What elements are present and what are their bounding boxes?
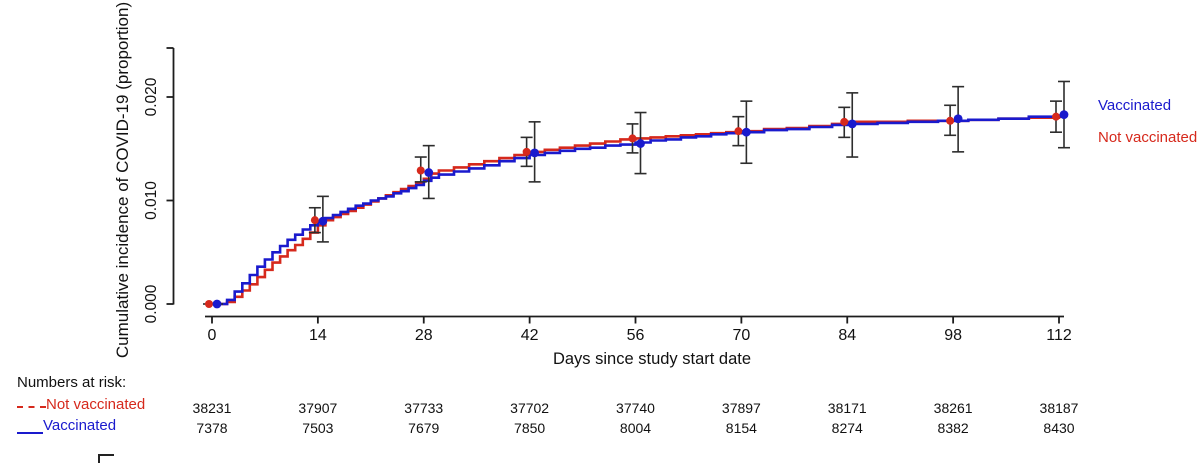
x-tick-label: 28 [415,327,433,344]
risk-value-vaccinated: 8004 [619,420,652,436]
data-point-vaccinated [1059,110,1069,119]
risk-row-label-vaccinated: Vaccinated [17,417,116,437]
y-tick-label: 0.010 [143,181,160,220]
axes-layer: 0.000 0.010 0.020 0 14 28 42 56 70 84 98 112 [143,47,1072,344]
data-point-vaccinated [741,127,751,137]
y-tick-label: 0.020 [143,77,160,116]
curve-vaccinated [212,114,1064,306]
solid-line-sample [17,432,43,434]
risk-value-vaccinated: 7850 [514,420,546,436]
data-point-not-vaccinated [310,216,319,225]
data-point-vaccinated [530,148,540,158]
data-point-not-vaccinated [522,147,531,156]
cropped-caption-glyph [98,454,114,463]
data-point-not-vaccinated [840,117,849,126]
risk-value-not-vaccinated: 37702 [510,400,550,416]
risk-value-not-vaccinated: 38261 [933,400,973,416]
data-point-not-vaccinated [734,127,743,136]
x-tick-label: 84 [838,327,856,344]
risk-value-vaccinated: 8154 [725,420,757,436]
risk-value-vaccinated: 8382 [937,420,969,436]
data-points-layer [205,110,1069,309]
x-tick-label: 98 [944,327,962,344]
x-axis-title: Days since study start date [553,350,751,368]
curves-layer [212,114,1064,306]
risk-value-vaccinated: 8430 [1043,420,1075,436]
x-tick-label: 56 [627,327,645,344]
data-point-not-vaccinated [1052,112,1060,121]
risk-value-not-vaccinated: 38231 [192,400,232,416]
risk-row-label-text: Vaccinated [43,417,117,434]
risk-value-not-vaccinated: 37733 [404,400,444,416]
data-point-vaccinated [953,114,963,124]
data-point-vaccinated [847,119,857,129]
x-tick-label: 42 [521,327,539,344]
chart-canvas: Cumulative incidence of COVID-19 (propor… [113,2,1197,368]
risk-table-title: Numbers at risk: [17,374,127,391]
risk-row-label-not-vaccinated: Not vaccinated [17,396,145,416]
risk-value-vaccinated: 7378 [196,420,228,436]
data-point-vaccinated [636,139,645,148]
data-point-not-vaccinated [628,134,637,143]
error-bars-layer [203,80,1070,305]
risk-value-not-vaccinated: 37897 [721,400,761,416]
y-tick-label: 0.000 [143,284,160,323]
risk-value-not-vaccinated: 37907 [298,400,338,416]
data-point-not-vaccinated [205,300,213,308]
data-point-not-vaccinated [416,166,425,175]
y-axis-title: Cumulative incidence of COVID-19 (propor… [113,2,132,358]
risk-row-label-text: Not vaccinated [46,396,146,413]
risk-value-vaccinated: 7503 [302,420,334,436]
risk-value-vaccinated: 8274 [831,420,863,436]
x-tick-label: 112 [1046,327,1072,344]
legend-label-not-vaccinated: Not vaccinated [1098,129,1197,146]
risk-value-vaccinated: 7679 [408,420,440,436]
risk-value-not-vaccinated: 38187 [1039,400,1079,416]
data-point-vaccinated [212,299,222,309]
x-tick-label: 14 [309,327,327,344]
risk-value-not-vaccinated: 38171 [827,400,867,416]
data-point-vaccinated [424,168,434,177]
dashed-line-sample [17,406,46,408]
risk-value-not-vaccinated: 37740 [616,400,655,416]
data-point-not-vaccinated [946,116,955,125]
x-tick-label: 0 [208,327,217,344]
x-tick-label: 70 [732,327,750,344]
data-point-vaccinated [318,216,328,226]
legend-label-vaccinated: Vaccinated [1098,97,1171,114]
